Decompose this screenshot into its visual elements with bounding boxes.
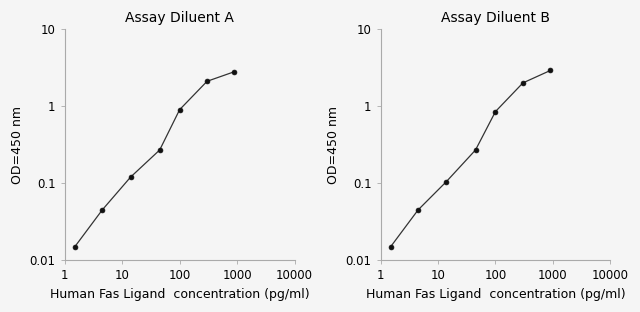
Title: Assay Diluent A: Assay Diluent A — [125, 11, 234, 25]
X-axis label: Human Fas Ligand  concentration (pg/ml): Human Fas Ligand concentration (pg/ml) — [365, 288, 625, 301]
Title: Assay Diluent B: Assay Diluent B — [441, 11, 550, 25]
X-axis label: Human Fas Ligand  concentration (pg/ml): Human Fas Ligand concentration (pg/ml) — [50, 288, 309, 301]
Y-axis label: OD=450 nm: OD=450 nm — [327, 106, 340, 184]
Y-axis label: OD=450 nm: OD=450 nm — [11, 106, 24, 184]
